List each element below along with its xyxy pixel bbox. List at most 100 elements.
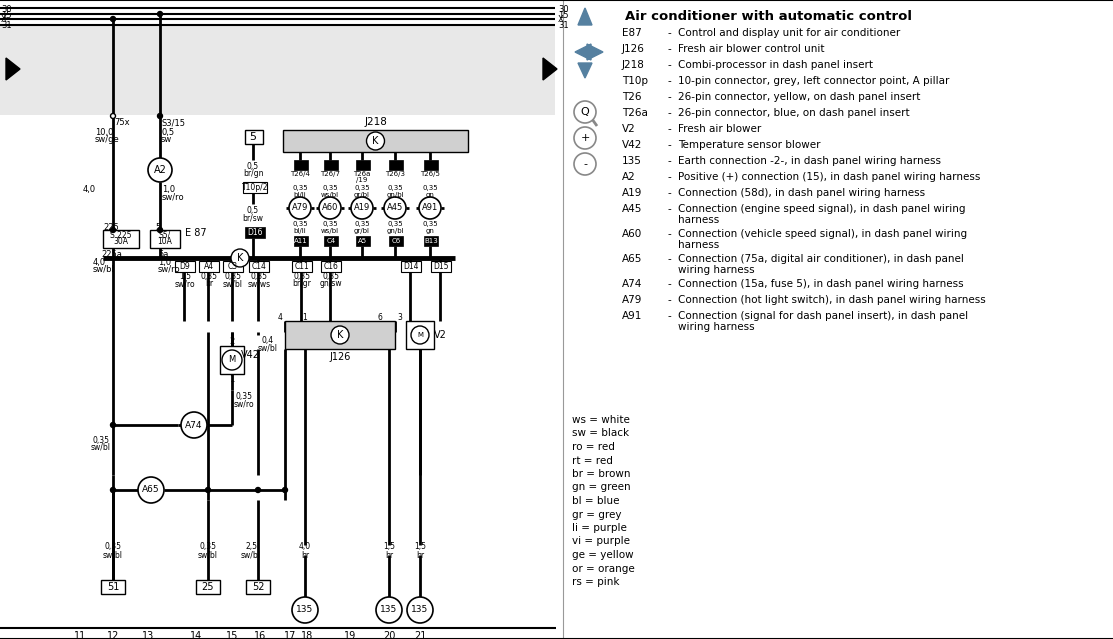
Text: 31: 31 bbox=[558, 22, 569, 31]
Bar bbox=[390, 236, 403, 246]
Text: 3: 3 bbox=[397, 312, 403, 321]
Text: rs = pink: rs = pink bbox=[572, 577, 620, 587]
Text: 1,5: 1,5 bbox=[414, 543, 426, 551]
Text: Connection (hot light switch), in dash panel wiring harness: Connection (hot light switch), in dash p… bbox=[678, 295, 986, 305]
Text: 75x: 75x bbox=[114, 118, 129, 127]
Text: A60: A60 bbox=[322, 203, 338, 213]
Text: Fresh air blower control unit: Fresh air blower control unit bbox=[678, 44, 825, 54]
Text: 4,0: 4,0 bbox=[299, 543, 311, 551]
Text: Connection (15a, fuse 5), in dash panel wiring harness: Connection (15a, fuse 5), in dash panel … bbox=[678, 279, 964, 289]
Text: K: K bbox=[237, 253, 243, 263]
Text: X: X bbox=[558, 15, 564, 24]
Bar bbox=[220, 346, 244, 374]
Circle shape bbox=[110, 422, 116, 427]
Bar bbox=[0, 25, 555, 115]
Polygon shape bbox=[575, 44, 591, 60]
Polygon shape bbox=[543, 58, 556, 80]
Bar bbox=[196, 580, 220, 594]
Text: rt = red: rt = red bbox=[572, 456, 613, 465]
Text: C3: C3 bbox=[228, 262, 238, 271]
Text: A2: A2 bbox=[154, 165, 167, 175]
Text: M: M bbox=[417, 332, 423, 338]
Bar bbox=[431, 261, 451, 272]
Text: A45: A45 bbox=[387, 203, 403, 213]
Text: 0,5: 0,5 bbox=[247, 162, 259, 171]
Text: J126: J126 bbox=[329, 352, 351, 362]
Text: C11: C11 bbox=[295, 262, 309, 271]
Text: 0,35: 0,35 bbox=[387, 221, 403, 227]
Text: br: br bbox=[301, 551, 309, 560]
Text: 0,35: 0,35 bbox=[236, 392, 253, 401]
Text: gn/bl: gn/bl bbox=[386, 192, 404, 198]
Text: Connection (signal for dash panel insert), in dash panel: Connection (signal for dash panel insert… bbox=[678, 311, 968, 321]
Text: J218: J218 bbox=[622, 60, 644, 70]
Bar bbox=[249, 261, 269, 272]
Text: -: - bbox=[668, 92, 672, 102]
Text: ws/bl: ws/bl bbox=[321, 192, 339, 198]
Text: -: - bbox=[668, 204, 672, 214]
Text: Earth connection -2-, in dash panel wiring harness: Earth connection -2-, in dash panel wiri… bbox=[678, 156, 940, 166]
Polygon shape bbox=[578, 63, 592, 78]
Text: vi = purple: vi = purple bbox=[572, 537, 630, 546]
Text: sw: sw bbox=[161, 135, 173, 144]
Text: V42: V42 bbox=[240, 350, 259, 360]
Text: 0,4: 0,4 bbox=[262, 337, 274, 346]
Text: Control and display unit for air conditioner: Control and display unit for air conditi… bbox=[678, 28, 900, 38]
Text: br: br bbox=[205, 279, 213, 288]
Text: J218: J218 bbox=[364, 117, 387, 127]
Text: sw/ro: sw/ro bbox=[234, 399, 254, 408]
Text: -: - bbox=[668, 28, 672, 38]
Text: T26: T26 bbox=[622, 92, 641, 102]
Text: A4: A4 bbox=[204, 262, 214, 271]
Text: ws = white: ws = white bbox=[572, 415, 630, 425]
Text: sw/ro: sw/ro bbox=[175, 279, 195, 288]
Circle shape bbox=[351, 197, 373, 219]
Polygon shape bbox=[578, 8, 592, 25]
Text: -: - bbox=[668, 311, 672, 321]
Text: T10p: T10p bbox=[622, 76, 648, 86]
Text: D9: D9 bbox=[179, 262, 190, 271]
Text: 5: 5 bbox=[249, 132, 256, 142]
Text: 225a: 225a bbox=[101, 250, 122, 259]
Bar bbox=[321, 261, 341, 272]
Text: A19: A19 bbox=[622, 188, 642, 198]
Text: 1: 1 bbox=[229, 374, 235, 383]
Text: 30: 30 bbox=[1, 4, 11, 13]
Text: harness: harness bbox=[678, 215, 719, 225]
Text: Combi-processor in dash panel insert: Combi-processor in dash panel insert bbox=[678, 60, 873, 70]
Text: sw/bl: sw/bl bbox=[258, 344, 278, 353]
Text: 0,35: 0,35 bbox=[293, 221, 308, 227]
Text: 10-pin connector, grey, left connector point, A pillar: 10-pin connector, grey, left connector p… bbox=[678, 76, 949, 86]
Text: 1,0: 1,0 bbox=[162, 185, 175, 194]
Text: -: - bbox=[668, 60, 672, 70]
Text: 51: 51 bbox=[107, 582, 119, 592]
Text: 0,35: 0,35 bbox=[422, 221, 437, 227]
Text: 21: 21 bbox=[414, 631, 426, 639]
Text: D16: D16 bbox=[247, 228, 263, 237]
Text: V2: V2 bbox=[622, 124, 636, 134]
Circle shape bbox=[366, 132, 384, 150]
Text: 2: 2 bbox=[229, 337, 235, 346]
Bar bbox=[245, 130, 263, 144]
Text: 0,35: 0,35 bbox=[323, 272, 339, 282]
Text: sw/bl: sw/bl bbox=[223, 279, 243, 288]
Text: C6: C6 bbox=[392, 238, 401, 244]
Text: sw = black: sw = black bbox=[572, 429, 629, 438]
Text: Temperature sensor blower: Temperature sensor blower bbox=[678, 140, 820, 150]
Bar bbox=[356, 236, 370, 246]
Text: -: - bbox=[668, 229, 672, 239]
Text: 0,35: 0,35 bbox=[322, 221, 338, 227]
Text: A74: A74 bbox=[185, 420, 203, 429]
Circle shape bbox=[283, 488, 287, 493]
Circle shape bbox=[138, 477, 164, 503]
Text: J126: J126 bbox=[622, 44, 644, 54]
Text: or = orange: or = orange bbox=[572, 564, 634, 573]
Circle shape bbox=[319, 197, 341, 219]
Text: br: br bbox=[416, 551, 424, 560]
Text: A19: A19 bbox=[354, 203, 371, 213]
Circle shape bbox=[110, 114, 116, 118]
Text: -: - bbox=[668, 172, 672, 182]
Text: A60: A60 bbox=[622, 229, 642, 239]
Bar bbox=[292, 261, 312, 272]
Circle shape bbox=[292, 597, 318, 623]
